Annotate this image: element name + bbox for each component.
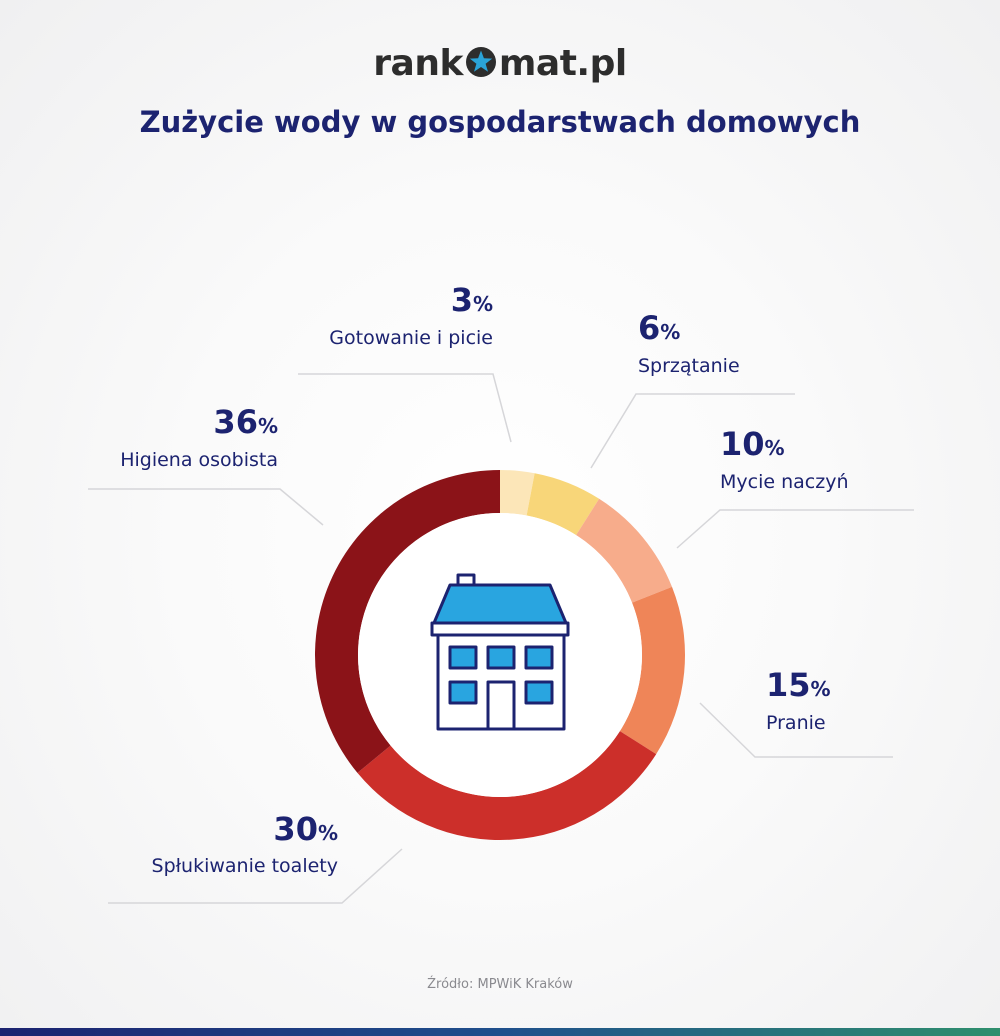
donut-slice-1 [500, 470, 535, 516]
leader-line [699, 702, 893, 758]
donut-slice-5 [357, 731, 657, 841]
leader-line [590, 393, 795, 469]
leader-line [88, 488, 324, 526]
data-label-splukiwanie: 30% [273, 810, 338, 848]
category-label-splukiwanie: Spłukiwanie toalety [152, 855, 338, 877]
leader-line [676, 509, 914, 549]
category-label-mycie: Mycie naczyń [720, 471, 848, 493]
donut-slice-2 [526, 473, 600, 536]
category-label-higiena: Higiena osobista [120, 449, 278, 471]
data-label-higiena: 36% [213, 403, 278, 441]
house-icon [430, 573, 570, 731]
donut-slices [315, 470, 686, 841]
data-label-pranie: 15% [766, 666, 831, 704]
data-label-mycie: 10% [720, 425, 785, 463]
star-icon [464, 44, 498, 78]
logo-text-end: mat.pl [498, 43, 627, 84]
data-label-sprzatanie: 6% [638, 309, 680, 347]
category-label-pranie: Pranie [766, 712, 826, 734]
logo-text-start: rank [373, 43, 463, 84]
donut-slice-3 [576, 498, 673, 603]
leader-line [108, 848, 403, 904]
bottom-accent-bar [0, 1028, 1000, 1036]
donut-slice-4 [619, 586, 686, 755]
leader-line [298, 373, 512, 443]
donut-slice-6 [315, 470, 500, 773]
category-label-gotowanie: Gotowanie i picie [329, 327, 493, 349]
source-note: Źródło: MPWiK Kraków [427, 977, 573, 992]
category-label-sprzatanie: Sprzątanie [638, 355, 740, 377]
data-label-gotowanie: 3% [451, 281, 493, 319]
page-title: Zużycie wody w gospodarstwach domowych [139, 105, 861, 139]
rankomat-logo: rank mat.pl [0, 40, 1000, 88]
